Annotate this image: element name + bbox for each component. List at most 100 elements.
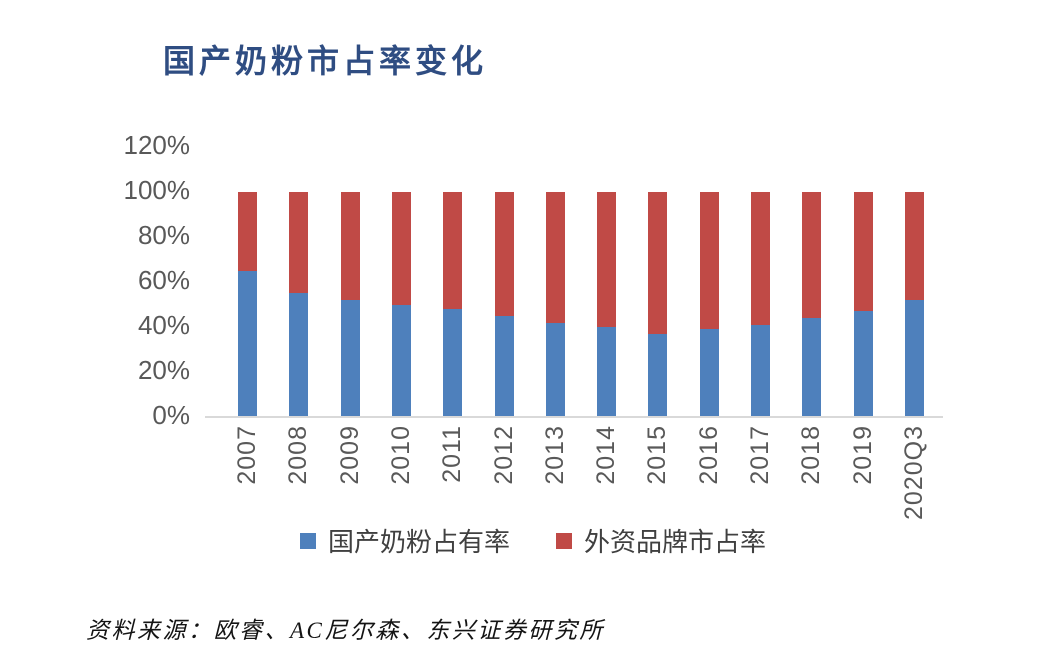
- x-axis-tick-label: 2007: [233, 425, 262, 485]
- x-axis-tick-label: 2010: [386, 425, 415, 485]
- bar-segment-foreign-2019: [853, 192, 873, 312]
- x-axis-tick-label: 2019: [848, 425, 877, 485]
- bar-segment-domestic-2019: [853, 311, 873, 417]
- bar-column-2017: [735, 192, 786, 417]
- bar-column-2013: [530, 192, 581, 417]
- x-axis-tick-label: 2020Q3: [899, 425, 928, 520]
- x-axis-tick-2020Q3: 2020Q3: [889, 425, 940, 535]
- bar-segment-foreign-2020Q3: [904, 192, 924, 300]
- legend-swatch-icon: [299, 532, 316, 549]
- x-axis-tick-label: 2012: [489, 425, 518, 485]
- x-axis-tick-label: 2016: [694, 425, 723, 485]
- bar-segment-domestic-2014: [597, 327, 617, 417]
- bar-column-2010: [376, 192, 427, 417]
- bar-column-2014: [581, 192, 632, 417]
- legend-item: 外资品牌市占率: [556, 522, 766, 559]
- x-axis: 2007 2008 2009 2010 2011 2012 2013 2014 2015 2016…: [222, 425, 940, 535]
- bar-segment-foreign-2015: [648, 192, 668, 334]
- bar-segment-foreign-2007: [238, 192, 258, 271]
- bar-segment-domestic-2020Q3: [904, 300, 924, 417]
- x-axis-line: [205, 416, 943, 418]
- bar-column-2020Q3: [889, 192, 940, 417]
- x-axis-tick-label: 2017: [745, 425, 774, 485]
- bar-column-2018: [786, 192, 837, 417]
- y-axis-tick-label: 0%: [152, 400, 190, 430]
- bar-segment-foreign-2014: [597, 192, 617, 327]
- bar-segment-domestic-2009: [340, 300, 360, 417]
- x-axis-tick-2015: 2015: [632, 425, 683, 535]
- x-axis-tick-2017: 2017: [735, 425, 786, 535]
- legend-label: 外资品牌市占率: [584, 527, 767, 557]
- y-axis: 0% 20% 40% 60% 80% 100% 120%: [60, 0, 191, 450]
- x-axis-tick-label: 2014: [592, 425, 621, 485]
- x-axis-tick-2009: 2009: [325, 425, 376, 535]
- bar-column-2011: [427, 192, 478, 417]
- x-axis-tick-label: 2011: [438, 425, 467, 483]
- bar-segment-foreign-2008: [289, 192, 309, 294]
- x-axis-tick-label: 2009: [335, 425, 364, 485]
- x-axis-tick-2010: 2010: [376, 425, 427, 535]
- bar-column-2016: [684, 192, 735, 417]
- bar-segment-foreign-2009: [340, 192, 360, 300]
- bar-column-2009: [325, 192, 376, 417]
- y-axis-tick-label: 20%: [137, 355, 190, 385]
- x-axis-tick-2012: 2012: [478, 425, 529, 535]
- bar-segment-domestic-2007: [238, 270, 258, 417]
- stacked-bar-2017: [750, 192, 770, 417]
- bar-segment-foreign-2010: [391, 192, 411, 305]
- bar-segment-foreign-2018: [802, 192, 822, 318]
- plot-area: [222, 192, 940, 417]
- stacked-bar-2020Q3: [904, 192, 924, 417]
- bar-segment-domestic-2012: [494, 315, 514, 417]
- bar-segment-foreign-2011: [443, 192, 463, 309]
- bar-segment-domestic-2018: [802, 318, 822, 417]
- bar-segment-domestic-2013: [545, 322, 565, 417]
- x-axis-tick-2014: 2014: [581, 425, 632, 535]
- bar-segment-domestic-2008: [289, 293, 309, 417]
- y-axis-tick-label: 100%: [123, 175, 191, 205]
- x-axis-tick-label: 2018: [797, 425, 826, 485]
- x-axis-tick-2019: 2019: [837, 425, 888, 535]
- x-axis-tick-label: 2015: [643, 425, 672, 485]
- x-axis-tick-2013: 2013: [530, 425, 581, 535]
- stacked-bar-2010: [391, 192, 411, 417]
- bar-column-2015: [632, 192, 683, 417]
- y-axis-tick-label: 80%: [137, 220, 190, 250]
- bar-column-2019: [837, 192, 888, 417]
- legend-swatch-icon: [556, 532, 572, 549]
- stacked-bar-2012: [494, 192, 514, 417]
- bar-segment-foreign-2016: [699, 192, 719, 330]
- y-axis-tick-label: 120%: [123, 130, 191, 160]
- bar-segment-domestic-2017: [750, 324, 770, 417]
- x-axis-tick-2007: 2007: [222, 425, 273, 535]
- bar-segment-foreign-2013: [545, 192, 565, 323]
- bar-segment-domestic-2010: [391, 304, 411, 417]
- x-axis-tick-label: 2008: [284, 425, 313, 485]
- stacked-bar-2014: [597, 192, 617, 417]
- x-axis-tick-label: 2013: [540, 425, 569, 485]
- bar-column-2008: [273, 192, 324, 417]
- stacked-bar-2007: [238, 192, 258, 417]
- stacked-bar-2015: [648, 192, 668, 417]
- y-axis-tick-label: 40%: [137, 310, 190, 340]
- x-axis-tick-2011: 2011: [427, 425, 478, 535]
- x-axis-tick-2016: 2016: [684, 425, 735, 535]
- stacked-bar-2018: [802, 192, 822, 417]
- bar-column-2012: [478, 192, 529, 417]
- x-axis-tick-2008: 2008: [273, 425, 324, 535]
- chart-title: 国产奶粉市占率变化: [163, 43, 488, 79]
- stacked-bar-2008: [289, 192, 309, 417]
- stacked-bar-2009: [340, 192, 360, 417]
- stacked-bar-2016: [699, 192, 719, 417]
- bar-segment-foreign-2012: [494, 192, 514, 316]
- bar-segment-domestic-2011: [443, 309, 463, 417]
- bar-column-2007: [222, 192, 273, 417]
- bar-segment-domestic-2015: [648, 333, 668, 417]
- bar-segment-domestic-2016: [699, 329, 719, 417]
- legend: 国产奶粉占有率 外资品牌市占率: [93, 522, 973, 559]
- x-axis-tick-2018: 2018: [786, 425, 837, 535]
- source-note: 资料来源：欧睿、AC尼尔森、东兴证券研究所: [86, 618, 605, 643]
- legend-item: 国产奶粉占有率: [299, 522, 510, 559]
- legend-label: 国产奶粉占有率: [327, 527, 510, 557]
